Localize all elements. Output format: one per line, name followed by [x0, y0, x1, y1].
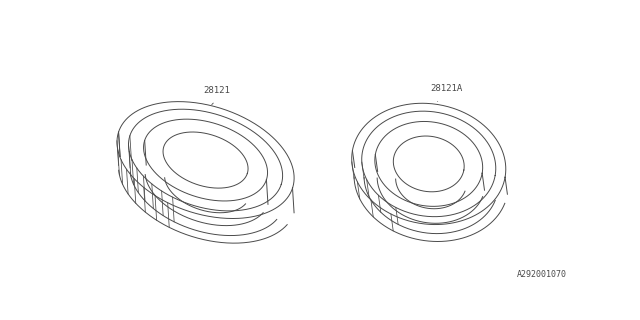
Text: 28121: 28121 [203, 86, 230, 95]
Text: 28121A: 28121A [431, 84, 463, 93]
Text: A292001070: A292001070 [516, 270, 566, 279]
